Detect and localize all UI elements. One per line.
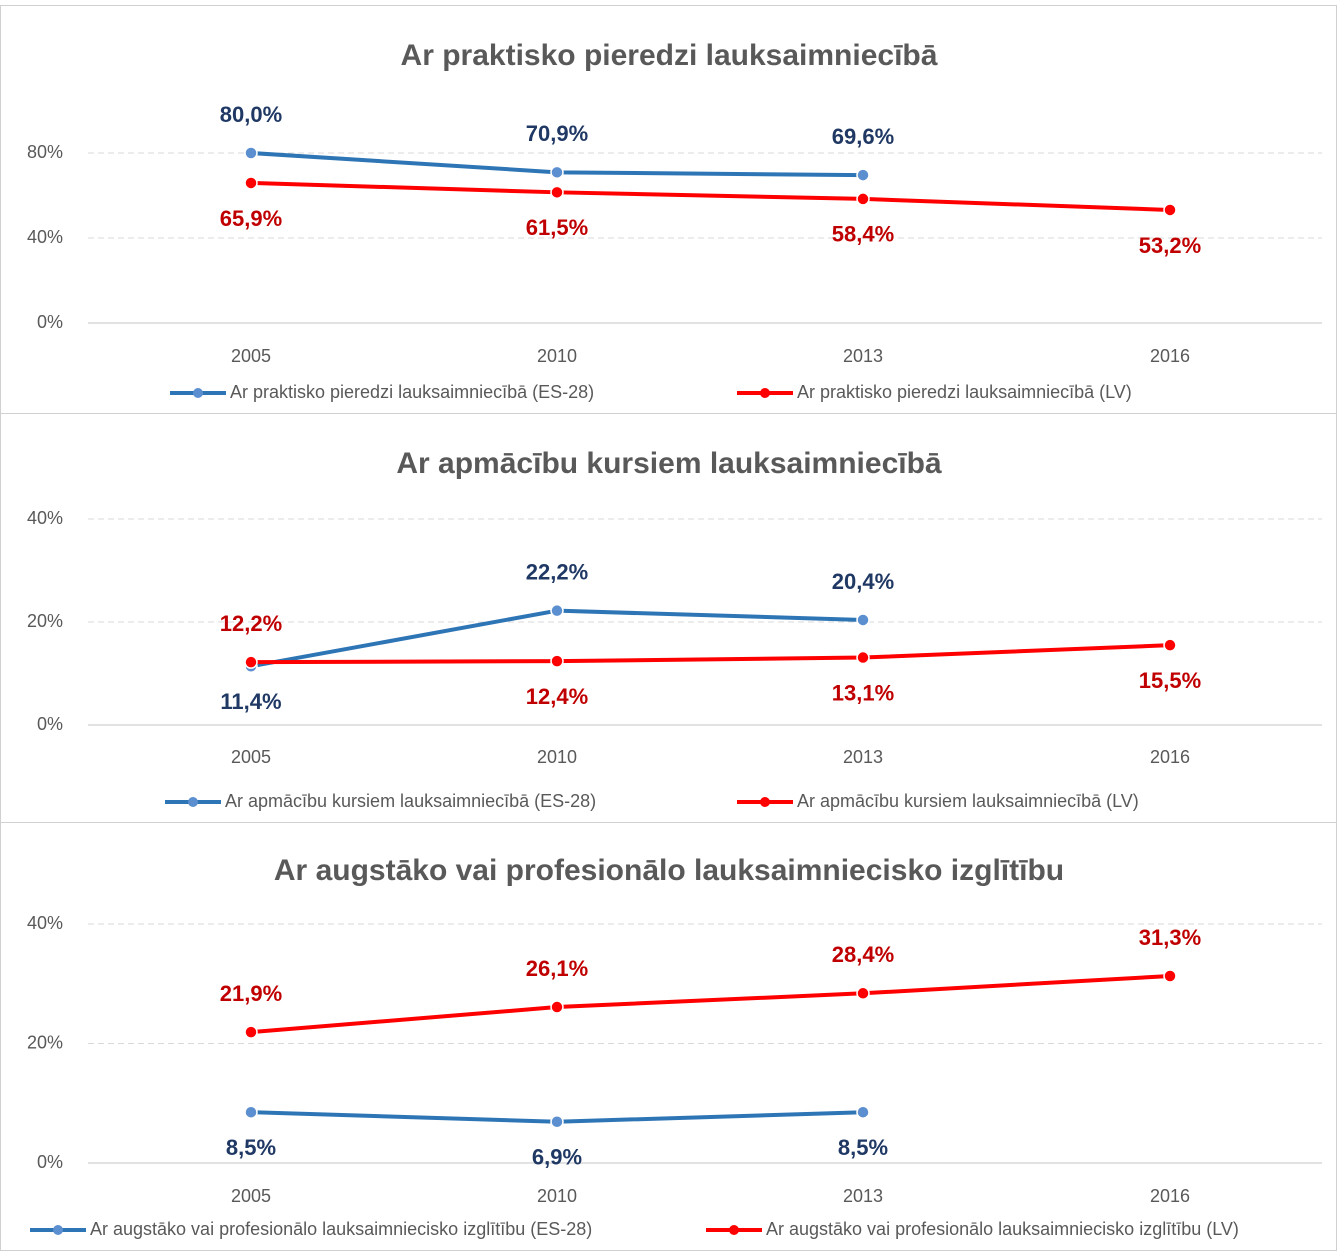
point [550, 654, 564, 668]
x-tick-label: 2016 [1150, 346, 1190, 366]
point [856, 650, 870, 665]
chart-title: Ar apmācību kursiem lauksaimniecībā [396, 447, 942, 480]
series-line [250, 973, 1171, 1035]
data-label: 53,2% [1139, 233, 1201, 258]
panel [0, 822, 1337, 1251]
x-tick-label: 2016 [1150, 1186, 1190, 1206]
data-label: 13,1% [832, 680, 894, 705]
legend-label: Ar apmācību kursiem lauksaimniecībā (LV) [797, 791, 1139, 811]
x-tick-label: 2005 [231, 346, 271, 366]
point [244, 146, 258, 160]
point [244, 1105, 258, 1119]
point [244, 655, 258, 669]
data-label: 28,4% [832, 942, 894, 967]
legend-label: Ar augstāko vai profesionālo lauksaimnie… [90, 1219, 592, 1239]
x-tick-label: 2010 [537, 747, 577, 767]
legend-marker [760, 797, 770, 807]
data-label: 22,2% [526, 559, 588, 584]
legend-marker [188, 797, 198, 807]
point [856, 168, 870, 182]
data-label: 8,5% [226, 1135, 276, 1160]
legend-label: Ar apmācību kursiem lauksaimniecībā (ES-… [225, 791, 596, 811]
data-label: 12,2% [220, 611, 282, 636]
point [856, 192, 870, 206]
x-tick-label: 2005 [231, 1186, 271, 1206]
x-tick-label: 2005 [231, 747, 271, 767]
x-tick-label: 2013 [843, 346, 883, 366]
data-label: 80,0% [220, 102, 282, 127]
data-label: 26,1% [526, 956, 588, 981]
series-line [250, 180, 1171, 212]
y-tick-label: 0% [37, 714, 63, 734]
legend-marker [193, 388, 203, 398]
data-label: 11,4% [220, 689, 281, 714]
y-tick-label: 0% [37, 312, 63, 332]
data-label: 20,4% [832, 569, 894, 594]
point [856, 986, 870, 1001]
data-label: 6,9% [532, 1145, 582, 1170]
y-tick-label: 20% [27, 1032, 63, 1052]
legend-marker [53, 1225, 63, 1235]
y-tick-label: 40% [27, 913, 63, 933]
point [1163, 638, 1177, 652]
data-label: 65,9% [220, 206, 282, 231]
legend-label: Ar augstāko vai profesionālo lauksaimnie… [766, 1219, 1239, 1239]
y-tick-label: 80% [27, 142, 63, 162]
chart-title: Ar augstāko vai profesionālo lauksaimnie… [274, 854, 1064, 887]
data-label: 21,9% [220, 981, 282, 1006]
series-line [250, 643, 1171, 665]
data-label: 58,4% [832, 222, 894, 247]
point [550, 1115, 564, 1129]
x-tick-label: 2016 [1150, 747, 1190, 767]
point [550, 185, 564, 200]
chart-title: Ar praktisko pieredzi lauksaimniecībā [401, 39, 938, 72]
y-tick-label: 20% [27, 611, 63, 631]
x-tick-label: 2013 [843, 1186, 883, 1206]
y-tick-label: 0% [37, 1152, 63, 1172]
point [1163, 969, 1177, 983]
x-tick-label: 2010 [537, 1186, 577, 1206]
point [856, 1105, 870, 1119]
data-label: 70,9% [526, 121, 588, 146]
point [550, 603, 564, 618]
legend-marker [760, 388, 770, 398]
legend-label: Ar praktisko pieredzi lauksaimniecībā (E… [230, 382, 594, 402]
y-tick-label: 40% [27, 508, 63, 528]
point [244, 1025, 258, 1039]
data-label: 61,5% [526, 215, 588, 240]
x-tick-label: 2010 [537, 346, 577, 366]
point [550, 1000, 564, 1014]
panel [0, 413, 1337, 823]
data-label: 8,5% [838, 1135, 888, 1160]
data-label: 15,5% [1139, 668, 1201, 693]
x-tick-label: 2013 [843, 747, 883, 767]
legend-marker [729, 1225, 739, 1235]
point [1163, 203, 1177, 217]
data-label: 69,6% [832, 124, 894, 149]
point [856, 613, 870, 627]
data-label: 31,3% [1139, 925, 1201, 950]
point [550, 165, 564, 180]
y-tick-label: 40% [27, 227, 63, 247]
data-label: 12,4% [526, 684, 588, 709]
point [244, 176, 258, 190]
legend-label: Ar praktisko pieredzi lauksaimniecībā (L… [797, 382, 1132, 402]
